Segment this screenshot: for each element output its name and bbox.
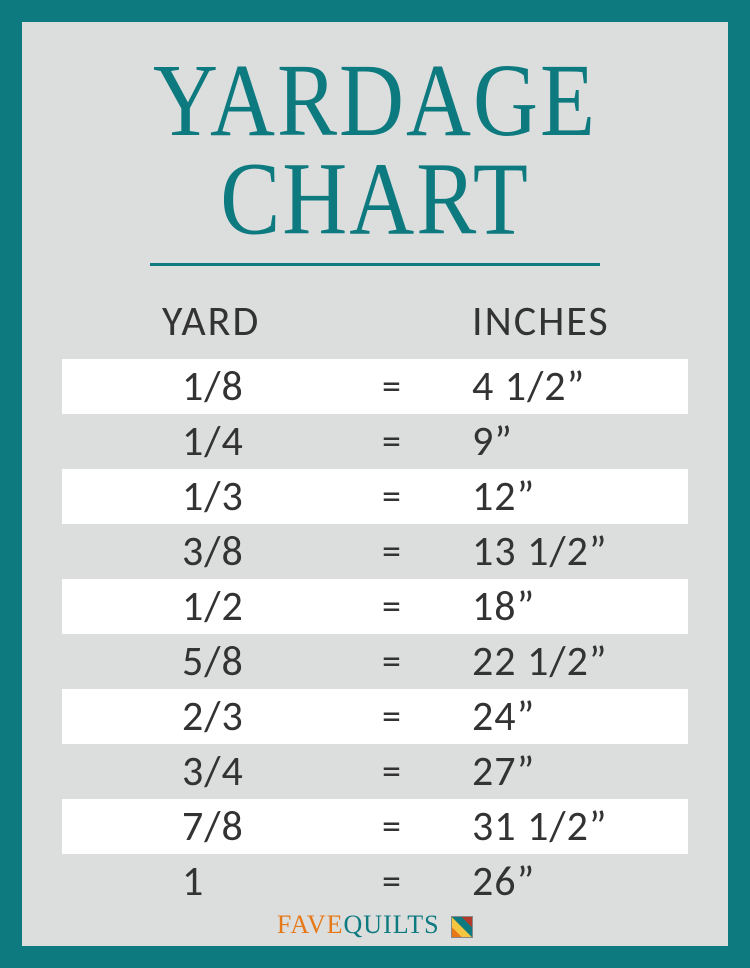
cell-equals: = [382,804,472,850]
table-row: 3/4=27” [62,744,688,799]
cell-inches: 18” [472,581,668,632]
cell-inches: 9” [472,416,668,467]
cell-inches: 31 1/2” [472,801,668,852]
chart-title: YARDAGE CHART [62,52,688,249]
cell-equals: = [382,639,472,685]
table-row: 1/2=18” [62,579,688,634]
cell-yard: 1 [182,856,382,907]
title-line-2: CHART [62,150,688,248]
footer-part1: FAVE [277,910,344,939]
header-eq [382,296,472,347]
table-row: 2/3=24” [62,689,688,744]
cell-yard: 3/4 [182,746,382,797]
footer-brand: FAVEQUILTS [22,910,728,940]
cell-equals: = [382,364,472,410]
table-body: 1/8=4 1/2”1/4=9”1/3=12”3/8=13 1/2”1/2=18… [62,359,688,909]
cell-yard: 2/3 [182,691,382,742]
table-row: 1/3=12” [62,469,688,524]
title-line-1: YARDAGE [62,52,688,150]
cell-equals: = [382,749,472,795]
chart-panel: YARDAGE CHART YARD INCHES 1/8=4 1/2”1/4=… [22,22,728,946]
cell-yard: 1/4 [182,416,382,467]
cell-inches: 27” [472,746,668,797]
cell-equals: = [382,584,472,630]
cell-yard: 7/8 [182,801,382,852]
cell-yard: 1/2 [182,581,382,632]
table-row: 1=26” [62,854,688,909]
title-divider [150,263,601,266]
table-row: 1/8=4 1/2” [62,359,688,414]
table-row: 5/8=22 1/2” [62,634,688,689]
header-yard: YARD [162,296,382,347]
cell-inches: 12” [472,471,668,522]
cell-equals: = [382,474,472,520]
table-header: YARD INCHES [62,296,688,347]
cell-equals: = [382,419,472,465]
table-row: 7/8=31 1/2” [62,799,688,854]
cell-yard: 5/8 [182,636,382,687]
cell-equals: = [382,694,472,740]
table-row: 3/8=13 1/2” [62,524,688,579]
cell-inches: 22 1/2” [472,636,668,687]
header-inches: INCHES [472,296,668,347]
footer-part2: QUILTS [344,910,440,939]
cell-inches: 4 1/2” [472,361,668,412]
cell-inches: 26” [472,856,668,907]
cell-inches: 13 1/2” [472,526,668,577]
cell-yard: 1/3 [182,471,382,522]
quilt-icon [451,916,473,938]
cell-inches: 24” [472,691,668,742]
table-row: 1/4=9” [62,414,688,469]
cell-yard: 3/8 [182,526,382,577]
cell-equals: = [382,529,472,575]
cell-yard: 1/8 [182,361,382,412]
cell-equals: = [382,859,472,905]
